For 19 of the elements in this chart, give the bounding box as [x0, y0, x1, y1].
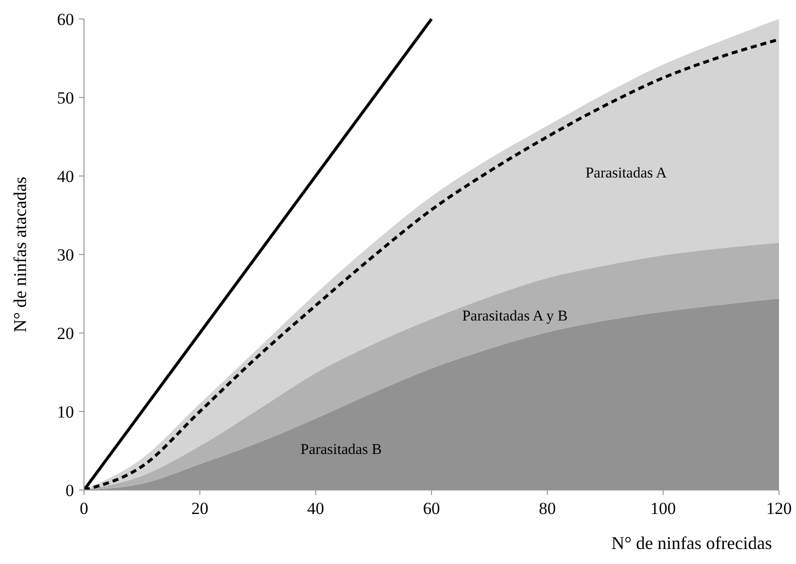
x-axis-title: N° de ninfas ofrecidas [611, 533, 772, 553]
x-tick-label: 60 [423, 499, 440, 518]
y-tick-label: 10 [57, 402, 74, 422]
series-label: Parasitadas A y B [462, 308, 568, 324]
y-tick-label: 60 [57, 10, 74, 29]
x-tick-label: 40 [307, 499, 324, 518]
y-tick-label: 30 [57, 245, 74, 264]
y-tick-label: 20 [57, 324, 74, 343]
y-tick-label: 40 [57, 166, 74, 186]
y-axis-title: N° de ninfas atacadas [10, 176, 30, 332]
x-tick-label: 120 [766, 499, 792, 518]
x-tick-label: 80 [538, 499, 556, 518]
x-tick-label: 20 [191, 499, 208, 518]
series-label: Parasitadas B [300, 442, 382, 458]
series-label: Parasitadas A [585, 166, 667, 182]
y-tick-label: 0 [66, 480, 74, 500]
x-tick-label: 100 [650, 499, 676, 518]
x-tick-label: 0 [80, 499, 88, 518]
y-tick-label: 50 [57, 88, 74, 108]
